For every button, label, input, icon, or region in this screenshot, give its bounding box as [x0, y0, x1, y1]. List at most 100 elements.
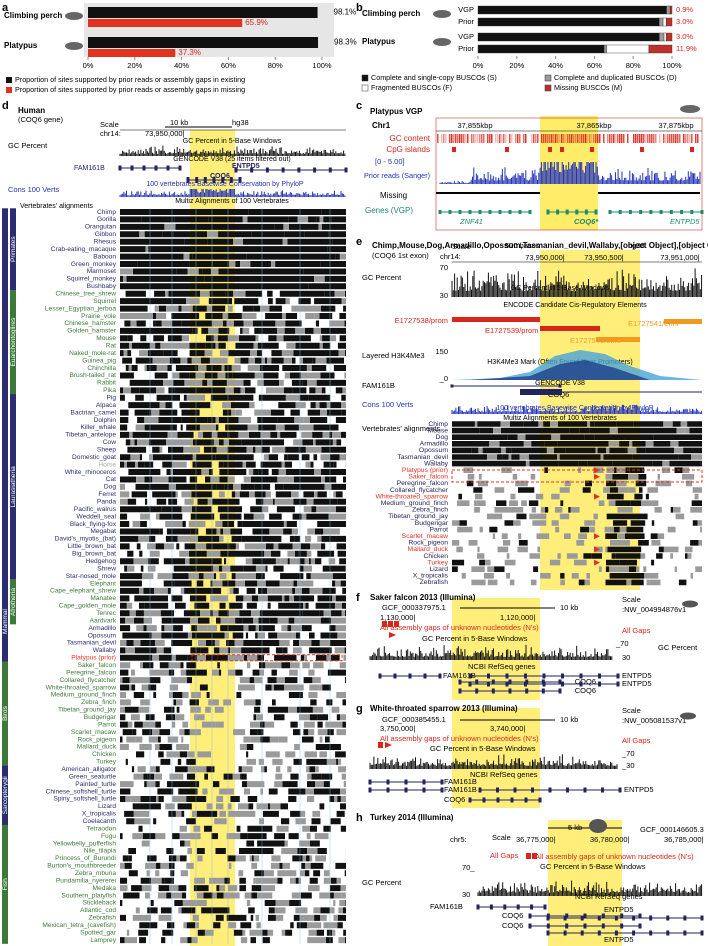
text-label: b: [356, 2, 363, 14]
alignment-block: [452, 441, 702, 447]
text-label: GC content: [390, 134, 431, 143]
legend-swatch: [544, 84, 552, 92]
gene-exons: [378, 673, 442, 679]
text-label: COQ6: [210, 173, 230, 180]
text-label: All assembly gaps of unknown nucleotides…: [380, 734, 539, 743]
species-label: Tibetan_ground_jay: [388, 513, 448, 520]
species-label: Zebra_finch: [81, 699, 116, 706]
alignment-block: [120, 885, 346, 892]
alignment-block: [176, 855, 326, 862]
alignment-block: [120, 387, 343, 394]
value-label: 65.9%: [245, 18, 268, 27]
alignment-block: [120, 417, 346, 424]
text-label: Prior reads (Sanger): [364, 171, 430, 180]
text-label: 5 kb: [568, 823, 582, 832]
text-label: GCF_000337975.1: [382, 603, 446, 612]
category-label: Prior: [458, 44, 474, 53]
text-label: GC Percent in 5-Base Windows: [183, 138, 282, 145]
species-label: Horse: [98, 461, 116, 468]
cpg-island: [590, 147, 594, 152]
species-label: White-throated_sparrow: [46, 684, 117, 691]
alignment-block: [477, 553, 692, 559]
alignment-block: [120, 372, 335, 379]
bar-segment: [663, 32, 667, 42]
alignment-block: [457, 526, 702, 533]
alignment-block: [147, 907, 346, 914]
bar-segment: [648, 44, 673, 54]
alignment-block: [233, 238, 288, 245]
alignment-block: [120, 238, 346, 245]
assembly-gap: [526, 853, 531, 859]
text-label: All assembly gaps of unknown nucleotides…: [535, 852, 694, 861]
alignment-block: [132, 521, 287, 528]
species-label: Elephant: [90, 580, 116, 587]
text-label: 500 bases: [505, 241, 540, 250]
alignment-block: [516, 513, 648, 520]
alignment-block: [459, 520, 698, 526]
alignment-block: [139, 922, 343, 929]
gc-heatmap: [441, 134, 699, 143]
category-label: VGP: [458, 32, 474, 41]
alignment-block: [173, 699, 346, 706]
alignment-block: [120, 394, 346, 401]
alignment-block: [452, 460, 702, 467]
group-bar: [2, 208, 8, 662]
text-label: _70: [615, 639, 629, 648]
bar: [88, 37, 319, 48]
group-label: Mammal: [2, 608, 9, 633]
alignment-block: [452, 520, 702, 526]
text-label: Multiz Alignments of 100 Vertebrates: [175, 198, 289, 205]
text-label: 36,785,000|: [664, 835, 704, 844]
alignment-block: [125, 290, 346, 297]
cpg-island: [505, 147, 509, 152]
text-label: Scale: [100, 120, 119, 129]
x-tick-label: 100%: [312, 61, 332, 70]
alignment-block: [120, 535, 346, 542]
alignment-block: [120, 498, 314, 505]
alignment-block: [452, 447, 702, 454]
text-label: chr14:: [100, 129, 121, 138]
group-bar: [2, 765, 8, 825]
x-tick-label: 80%: [268, 61, 283, 70]
alignment-block: [151, 632, 346, 639]
alignment-block: [181, 506, 336, 513]
text-label: NCBI RefSeq genes: [575, 892, 643, 901]
alignment-block: [138, 825, 346, 832]
species-label: Pundamilia_nyererei: [56, 877, 117, 884]
text-label: f: [356, 592, 360, 604]
species-label: Dog: [104, 484, 116, 491]
text-label: 73,950,000|: [145, 129, 185, 138]
species-label: Parrot: [429, 526, 448, 533]
species-label: Yellowbelly_pufferfish: [53, 840, 116, 847]
species-label: Parrot: [98, 721, 116, 728]
alignment-block: [457, 500, 659, 506]
text-label: 100 vertebrates Basewise Conservation by…: [146, 181, 304, 188]
text-label: ENCODE Candidate Cis-Regulatory Elements: [503, 302, 647, 309]
cpg-island: [640, 147, 644, 152]
species-label: Ferret: [98, 491, 116, 498]
text-label: GENCODE V38: [535, 380, 585, 387]
text-label: ENTPD5: [670, 217, 700, 226]
text-label: ZNF41: [459, 217, 483, 226]
alignment-block: [120, 283, 346, 290]
text-label: 73,951,000|: [660, 253, 700, 262]
species-label: Scarlet_macaw: [402, 533, 449, 540]
alignment-block: [120, 914, 346, 921]
alignment-block: [144, 781, 330, 788]
species-label: Scarlet_macaw: [71, 729, 116, 736]
species-label: Medium_ground_finch: [381, 500, 448, 507]
red-arrow: [385, 742, 392, 748]
text-label: 73,950,000|: [525, 253, 565, 262]
text-label: GC Percent in 5-Base Windows: [422, 634, 528, 643]
alignment-block: [466, 480, 647, 487]
alignment-block: [186, 394, 300, 401]
alignment-block: [120, 409, 346, 416]
x-tick-label: 100%: [662, 61, 682, 70]
gene-exons: [478, 787, 622, 793]
group-bar: [2, 661, 8, 766]
x-tick-label: 40%: [548, 61, 563, 70]
species-label: Turkey: [96, 759, 117, 766]
text-label: 150: [435, 347, 448, 356]
species-label: Mallard_duck: [77, 744, 117, 751]
alignment-block: [120, 342, 346, 349]
